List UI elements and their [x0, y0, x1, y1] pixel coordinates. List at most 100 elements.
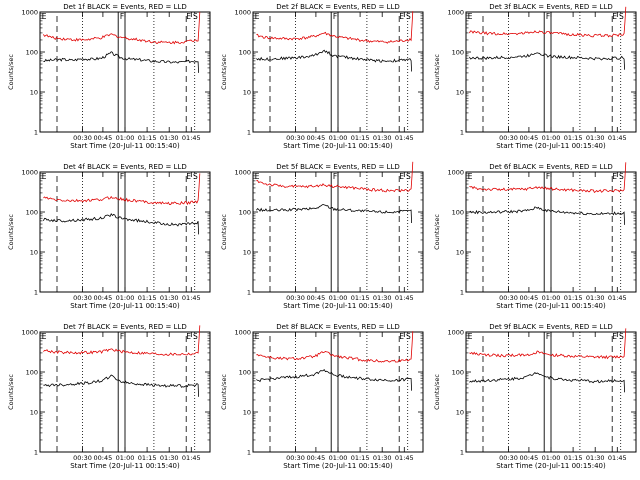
y-tick-label: 100 — [452, 49, 464, 57]
marker-letter: E — [42, 12, 47, 21]
marker-letter: E — [612, 332, 617, 341]
marker-letter: F — [546, 332, 550, 341]
events-series-line — [43, 374, 199, 397]
y-tick-label: 1000 — [234, 169, 251, 177]
y-tick-label: 1000 — [21, 9, 38, 17]
lld-series-line — [469, 328, 627, 360]
x-tick-label: 00:30 — [499, 134, 518, 142]
y-tick-label: 1 — [460, 129, 464, 137]
x-tick-label: 01:45 — [182, 134, 201, 142]
y-tick-label: 100 — [239, 49, 251, 57]
events-series-line — [469, 206, 625, 225]
x-tick-label: 01:30 — [373, 294, 392, 302]
y-tick-label: 10 — [456, 409, 464, 417]
x-tick-label: 01:15 — [564, 454, 583, 462]
panel-title: Det 3f BLACK = Events, RED = LLD — [489, 3, 612, 11]
marker-letter: E — [186, 172, 191, 181]
y-axis-label: Counts/sec — [7, 54, 15, 90]
x-tick-label: 01:15 — [138, 294, 157, 302]
y-axis-label: Counts/sec — [7, 214, 15, 250]
panel-title: Det 9f BLACK = Events, RED = LLD — [489, 323, 612, 331]
x-tick-label: 00:45 — [94, 454, 113, 462]
marker-letter: E — [186, 332, 191, 341]
x-axis-label: Start Time (20-Jul-11 00:15:40) — [283, 302, 393, 310]
x-tick-label: 01:45 — [182, 454, 201, 462]
x-axis-label: Start Time (20-Jul-11 00:15:40) — [70, 302, 180, 310]
panel-title: Det 7f BLACK = Events, RED = LLD — [63, 323, 186, 331]
y-tick-label: 100 — [452, 209, 464, 217]
x-tick-label: 00:45 — [94, 294, 113, 302]
marker-letter: F — [333, 12, 337, 21]
x-tick-label: 01:00 — [329, 134, 348, 142]
x-tick-label: 01:30 — [586, 294, 605, 302]
events-series-line — [256, 368, 412, 391]
y-tick-label: 1 — [247, 289, 251, 297]
y-tick-label: 100 — [452, 369, 464, 377]
x-tick-label: 00:45 — [307, 294, 326, 302]
events-series-line — [43, 212, 199, 235]
lld-series-line — [43, 11, 201, 45]
x-axis-label: Start Time (20-Jul-11 00:15:40) — [283, 142, 393, 150]
marker-letter: E — [399, 172, 404, 181]
x-tick-label: 00:45 — [307, 454, 326, 462]
marker-letter: E — [399, 332, 404, 341]
x-tick-label: 00:45 — [520, 454, 539, 462]
x-tick-label: 01:15 — [138, 454, 157, 462]
x-tick-label: 01:45 — [395, 134, 414, 142]
x-axis-label: Start Time (20-Jul-11 00:15:40) — [70, 142, 180, 150]
y-tick-label: 1 — [34, 289, 38, 297]
y-tick-label: 10 — [30, 249, 38, 257]
marker-letter: E — [612, 12, 617, 21]
events-series-line — [469, 372, 625, 393]
marker-letter: S — [193, 172, 198, 181]
y-axis-label: Counts/sec — [433, 54, 441, 90]
y-tick-label: 1 — [460, 449, 464, 457]
x-tick-label: 01:15 — [564, 294, 583, 302]
panel-title: Det 8f BLACK = Events, RED = LLD — [276, 323, 399, 331]
x-tick-label: 00:45 — [520, 294, 539, 302]
marker-letter: S — [193, 332, 198, 341]
marker-letter: E — [42, 332, 47, 341]
panel-title: Det 2f BLACK = Events, RED = LLD — [276, 3, 399, 11]
x-tick-label: 01:45 — [395, 454, 414, 462]
x-tick-label: 01:00 — [542, 454, 561, 462]
marker-letter: S — [619, 172, 624, 181]
x-tick-label: 01:30 — [586, 454, 605, 462]
x-tick-label: 00:30 — [286, 134, 305, 142]
panel-title: Det 1f BLACK = Events, RED = LLD — [63, 3, 186, 11]
marker-letter: E — [612, 172, 617, 181]
y-tick-label: 1 — [247, 129, 251, 137]
y-tick-label: 100 — [26, 369, 38, 377]
marker-letter: F — [333, 332, 337, 341]
y-tick-label: 10 — [30, 409, 38, 417]
x-tick-label: 01:30 — [160, 134, 179, 142]
x-tick-label: 01:15 — [351, 294, 370, 302]
x-tick-label: 01:30 — [586, 134, 605, 142]
x-tick-label: 01:30 — [373, 454, 392, 462]
panel-title: Det 4f BLACK = Events, RED = LLD — [63, 163, 186, 171]
panel-title: Det 5f BLACK = Events, RED = LLD — [276, 163, 399, 171]
x-tick-label: 01:00 — [116, 294, 135, 302]
x-tick-label: 01:30 — [160, 454, 179, 462]
marker-letter: E — [255, 332, 260, 341]
x-tick-label: 00:45 — [520, 134, 539, 142]
lld-series-line — [43, 325, 201, 356]
x-tick-label: 00:30 — [286, 294, 305, 302]
x-axis-label: Start Time (20-Jul-11 00:15:40) — [496, 302, 606, 310]
lld-series-line — [256, 161, 414, 193]
lld-series-line — [256, 11, 414, 44]
x-tick-label: 00:30 — [499, 454, 518, 462]
marker-letter: S — [619, 332, 624, 341]
y-tick-label: 10 — [456, 249, 464, 257]
y-tick-label: 10 — [243, 409, 251, 417]
y-tick-label: 1 — [247, 449, 251, 457]
y-tick-label: 1000 — [447, 9, 464, 17]
y-tick-label: 1000 — [21, 169, 38, 177]
